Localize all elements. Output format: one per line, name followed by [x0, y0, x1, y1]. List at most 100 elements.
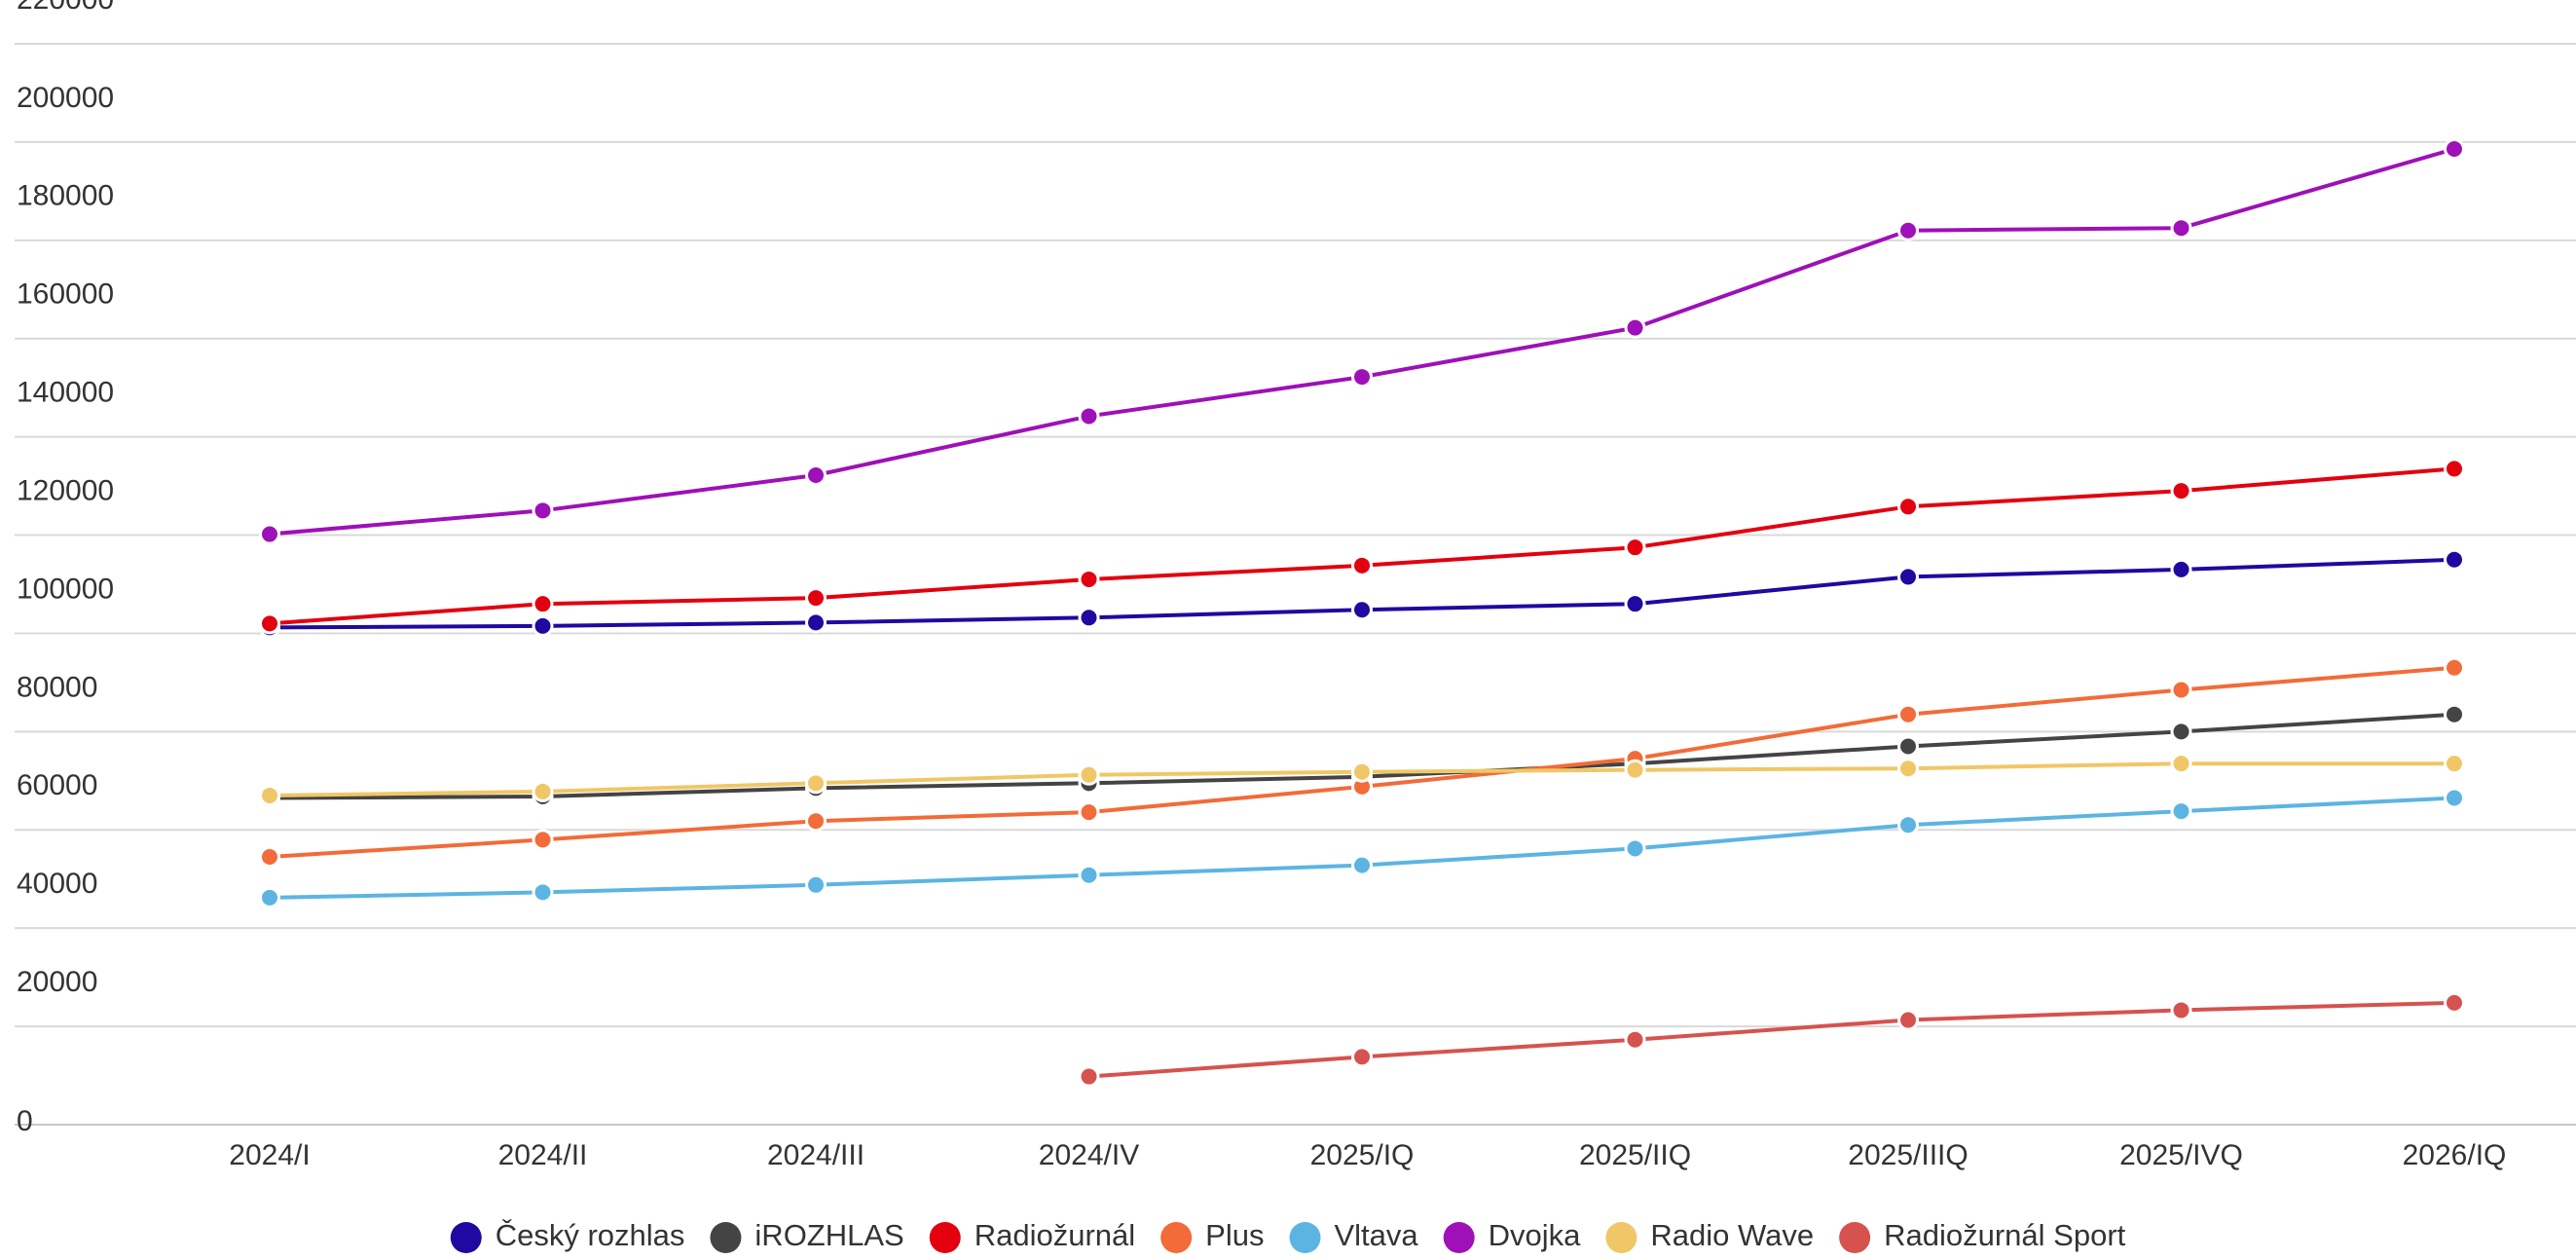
data-point: [805, 463, 827, 486]
series-line: [1086, 1000, 2456, 1079]
legend-marker: [1160, 1222, 1193, 1253]
data-point: [259, 886, 280, 908]
y-tick-label: 220000: [17, 0, 114, 16]
data-point: [1897, 758, 1919, 780]
legend-label: Vltava: [1334, 1218, 1418, 1252]
data-point: [2170, 721, 2192, 743]
x-axis-ticks: 2024/I 2024/II 2024/III 2024/IV 2025/IQ 2025/…: [229, 1139, 2506, 1171]
y-tick-label: 160000: [17, 278, 114, 311]
y-tick-label: 80000: [17, 671, 97, 703]
y-tick-label: 140000: [17, 377, 114, 409]
data-point: [1897, 735, 1919, 758]
data-point: [1624, 759, 1646, 781]
data-point: [1897, 814, 1919, 836]
x-tick-label: 2024/II: [498, 1139, 588, 1171]
data-point: [532, 881, 554, 904]
data-point: [532, 614, 554, 637]
data-point: [259, 784, 280, 806]
y-tick-label: 40000: [17, 868, 97, 900]
legend-label: iROZHLAS: [754, 1218, 903, 1252]
data-point: [2170, 558, 2192, 580]
y-axis-ticks: 0 20000 40000 60000 80000 100000 120000 140000 1…: [17, 0, 114, 1137]
data-point: [1624, 1028, 1646, 1051]
x-tick-label: 2024/I: [229, 1139, 310, 1171]
data-point: [1351, 366, 1373, 389]
legend-marker: [450, 1222, 482, 1253]
y-tick-label: 200000: [17, 82, 114, 114]
data-point: [1078, 763, 1100, 786]
legend-item: Vltava: [1289, 1218, 1418, 1253]
data-point: [2444, 137, 2465, 160]
legend-marker: [1289, 1222, 1321, 1253]
legend-label: Radiožurnál: [975, 1218, 1135, 1252]
data-point: [1897, 1009, 1919, 1031]
legend-item: iROZHLAS: [710, 1218, 904, 1253]
x-tick-label: 2024/IV: [1039, 1139, 1139, 1171]
series-line: [268, 147, 2456, 537]
legend-marker: [710, 1222, 742, 1253]
data-point: [2444, 548, 2465, 571]
data-point: [2444, 703, 2465, 725]
data-point: [805, 587, 827, 610]
x-tick-label: 2025/IIIQ: [1848, 1139, 1968, 1171]
legend-marker: [1839, 1222, 1871, 1253]
legend-marker: [929, 1222, 961, 1253]
data-point: [2170, 800, 2192, 823]
legend-item: Český rozhlas: [450, 1218, 684, 1253]
series-5: [259, 137, 2465, 545]
y-tick-label: 120000: [17, 474, 114, 506]
data-point: [1624, 537, 1646, 559]
data-point: [805, 873, 827, 896]
gridlines: [15, 43, 2576, 1126]
legend-marker: [1443, 1222, 1475, 1253]
data-point: [259, 523, 280, 545]
data-point: [259, 612, 280, 635]
legend-label: Radiožurnál Sport: [1884, 1218, 2126, 1252]
data-point: [1897, 496, 1919, 518]
data-point: [805, 772, 827, 795]
data-point: [1351, 599, 1373, 621]
series-line: [268, 796, 2456, 900]
data-point: [805, 611, 827, 634]
legend: Český rozhlas iROZHLAS Radiožurnál Plus Vlta…: [450, 1218, 2126, 1253]
y-tick-label: 180000: [17, 180, 114, 212]
legend-item: Radiožurnál Sport: [1839, 1218, 2126, 1253]
y-tick-label: 100000: [17, 573, 114, 605]
y-tick-label: 0: [17, 1105, 33, 1137]
data-point: [532, 500, 554, 522]
data-point: [2170, 679, 2192, 701]
data-point: [2444, 787, 2465, 809]
x-tick-label: 2025/IQ: [1310, 1139, 1415, 1171]
data-point: [1624, 837, 1646, 860]
data-point: [2444, 991, 2465, 1014]
legend-item: Dvojka: [1443, 1218, 1582, 1253]
series-6: [259, 753, 2465, 806]
legend-label: Radio Wave: [1650, 1218, 1814, 1252]
data-point: [805, 810, 827, 833]
data-point: [532, 829, 554, 851]
y-tick-label: 20000: [17, 966, 97, 998]
data-point: [2170, 753, 2192, 775]
data-point: [1624, 316, 1646, 339]
x-tick-label: 2025/IVQ: [2119, 1139, 2243, 1171]
series-lines: [259, 137, 2465, 1088]
series-7: [1078, 991, 2465, 1088]
data-point: [2444, 458, 2465, 480]
data-point: [2444, 656, 2465, 679]
data-point: [2170, 480, 2192, 502]
x-tick-label: 2025/IIQ: [1579, 1139, 1691, 1171]
data-point: [532, 780, 554, 802]
data-point: [1351, 1046, 1373, 1068]
x-tick-label: 2024/III: [767, 1139, 865, 1171]
x-tick-label: 2026/IQ: [2403, 1139, 2507, 1171]
data-point: [1897, 219, 1919, 241]
legend-item: Radiožurnál: [929, 1218, 1135, 1253]
data-point: [1897, 566, 1919, 588]
data-point: [2170, 999, 2192, 1021]
data-point: [1078, 607, 1100, 629]
series-4: [259, 787, 2465, 908]
legend-label: Dvojka: [1489, 1218, 1582, 1252]
legend-item: Radio Wave: [1605, 1218, 1814, 1253]
